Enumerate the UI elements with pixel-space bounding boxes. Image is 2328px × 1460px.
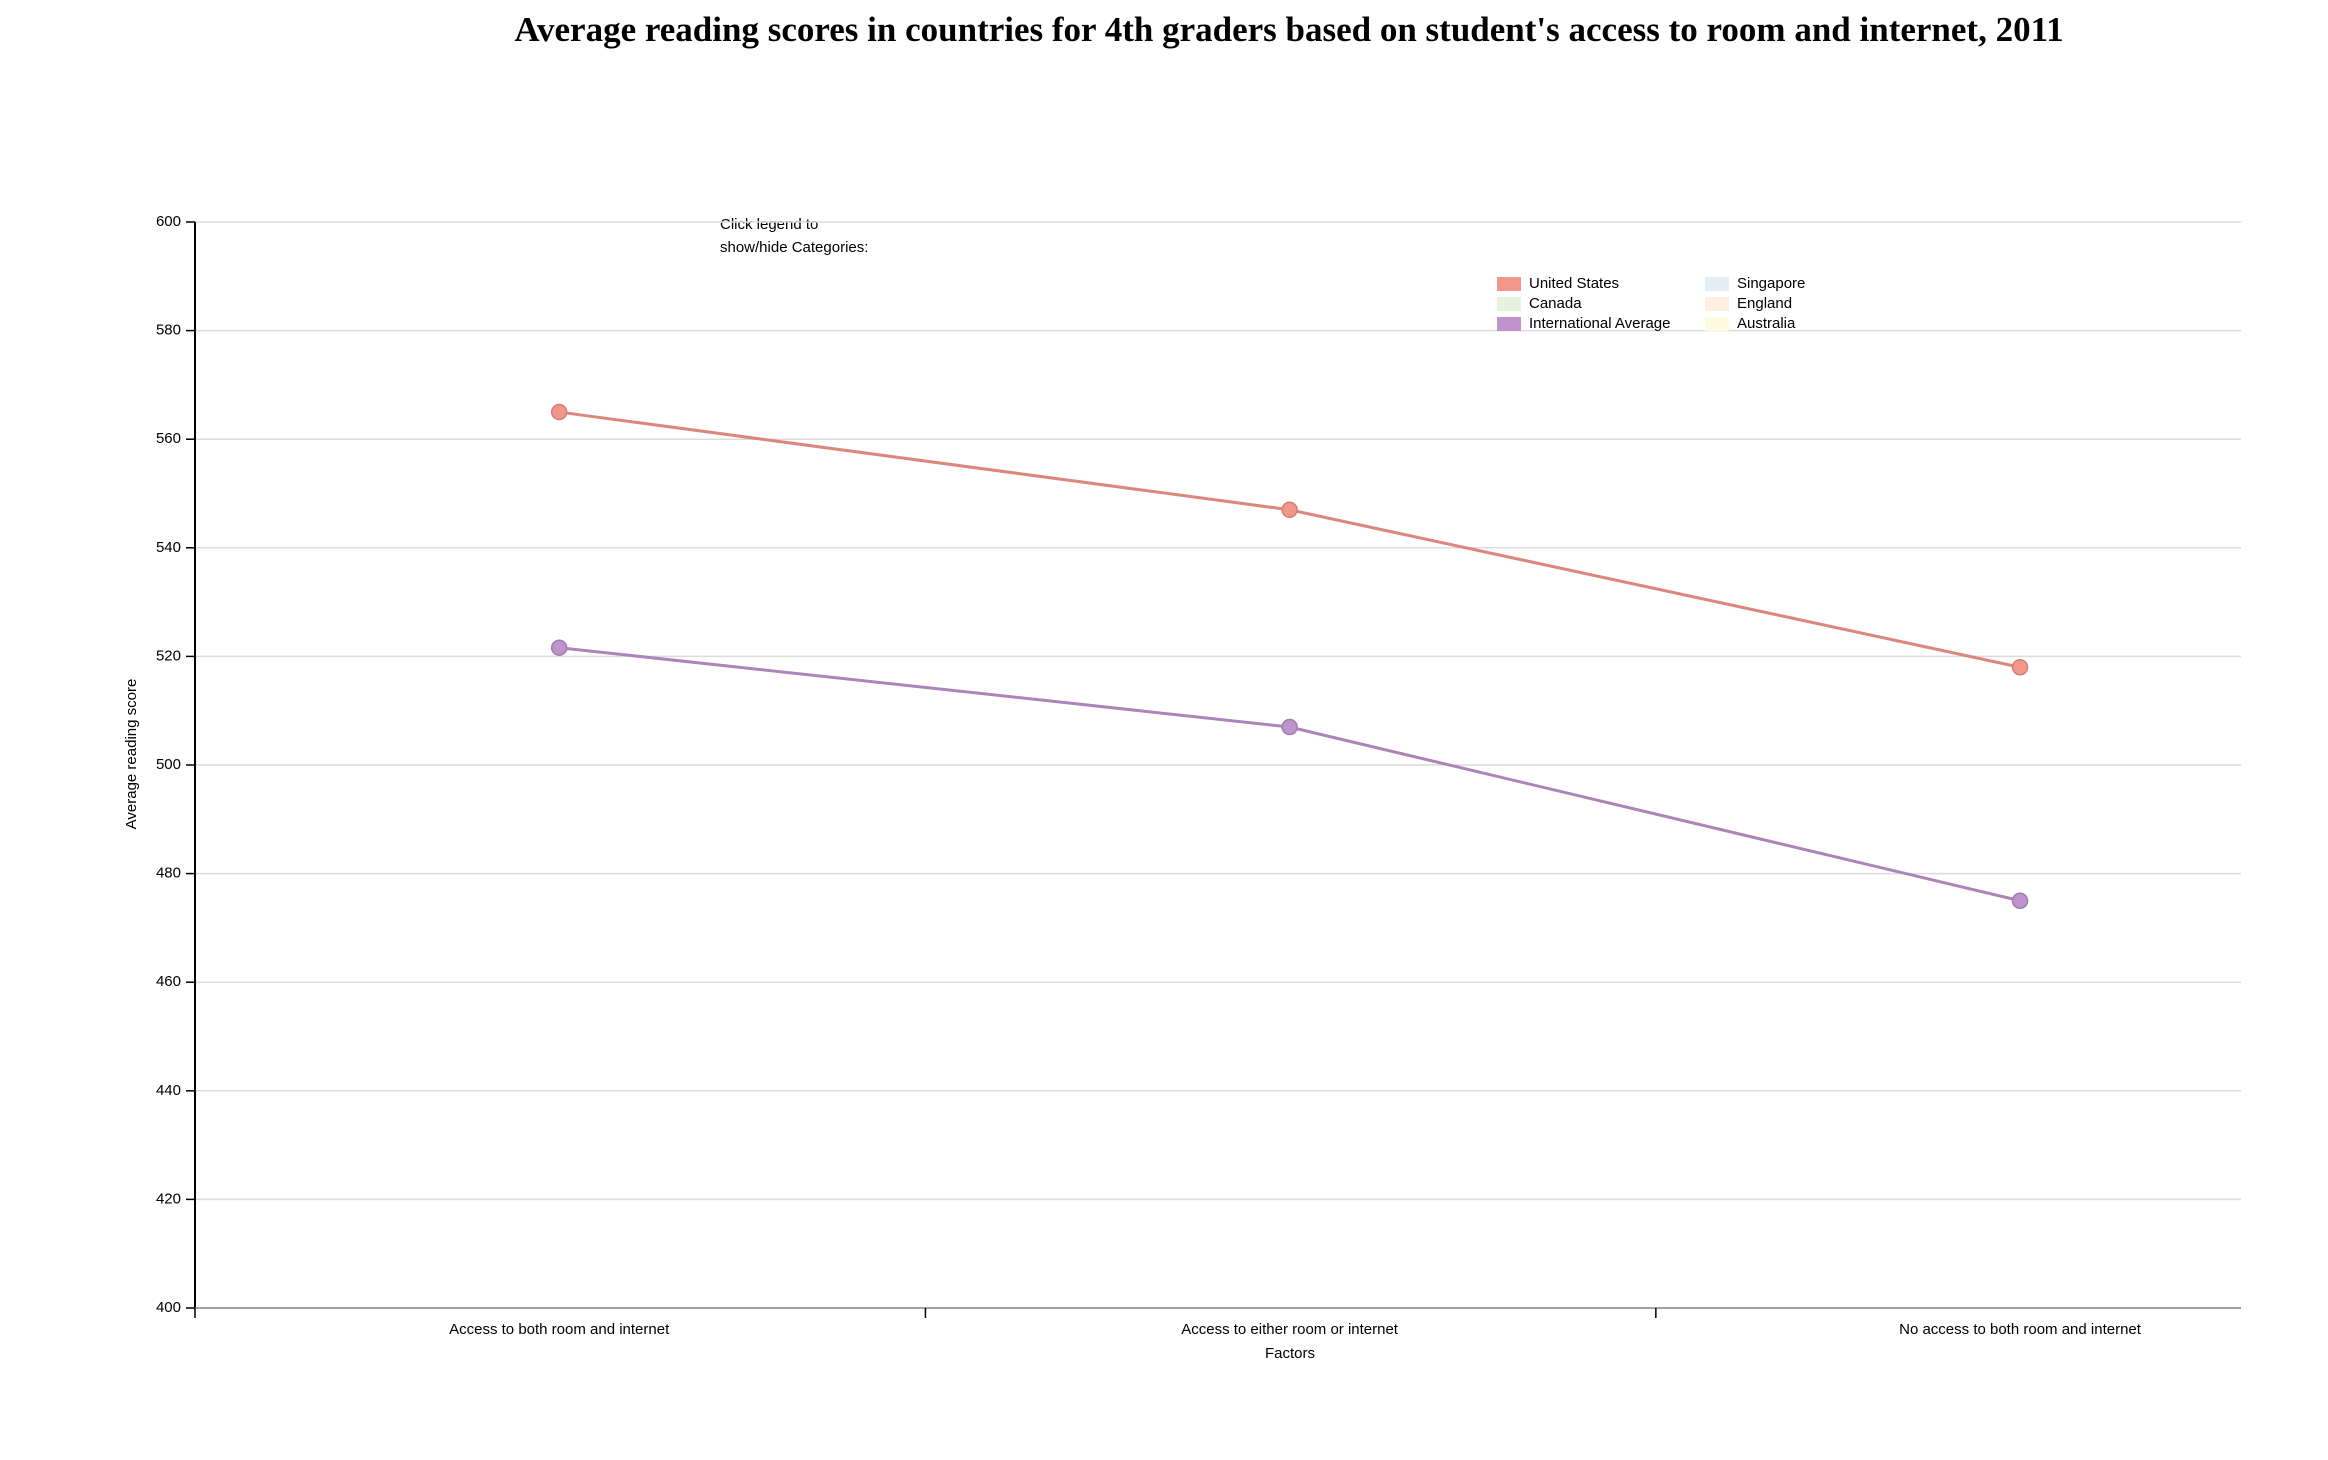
legend-label[interactable]: England bbox=[1737, 295, 1792, 312]
y-tick-label: 480 bbox=[156, 865, 181, 882]
chart-title: Average reading scores in countries for … bbox=[514, 10, 2063, 49]
data-point bbox=[1281, 718, 1298, 736]
y-axis-label: Average reading score bbox=[123, 679, 140, 830]
legend-label[interactable]: Canada bbox=[1529, 295, 1582, 312]
x-tick-label: Access to either room or internet bbox=[1181, 1321, 1399, 1338]
legend-label[interactable]: Singapore bbox=[1737, 275, 1805, 292]
y-tick-label: 400 bbox=[156, 1299, 181, 1316]
y-tick-label: 520 bbox=[156, 647, 181, 664]
legend-swatch[interactable] bbox=[1705, 317, 1729, 331]
y-tick-label: 500 bbox=[156, 756, 181, 773]
y-tick-label: 580 bbox=[156, 322, 181, 339]
legend-hint: Click legend to bbox=[720, 216, 818, 233]
data-point bbox=[550, 403, 568, 421]
data-point bbox=[2011, 892, 2029, 909]
legend-swatch[interactable] bbox=[1497, 277, 1521, 291]
x-tick-label: No access to both room and internet bbox=[1899, 1321, 2142, 1338]
data-point bbox=[550, 639, 568, 656]
y-tick-label: 420 bbox=[156, 1190, 181, 1207]
legend-label[interactable]: Australia bbox=[1737, 315, 1796, 332]
y-tick-label: 600 bbox=[156, 213, 181, 230]
series-line bbox=[558, 410, 2021, 669]
y-tick-label: 460 bbox=[156, 973, 181, 990]
legend-label[interactable]: International Average bbox=[1529, 315, 1671, 332]
series-line bbox=[559, 646, 2021, 903]
legend-swatch[interactable] bbox=[1497, 317, 1521, 331]
legend-hint: show/hide Categories: bbox=[720, 239, 868, 256]
x-tick-label: Access to both room and internet bbox=[449, 1321, 670, 1338]
legend-label[interactable]: United States bbox=[1529, 275, 1619, 292]
data-point bbox=[2011, 659, 2029, 676]
legend-swatch[interactable] bbox=[1705, 297, 1729, 311]
legend-swatch[interactable] bbox=[1705, 277, 1729, 291]
y-tick-label: 540 bbox=[156, 539, 181, 556]
x-axis-label: Factors bbox=[1265, 1345, 1315, 1362]
y-tick-label: 560 bbox=[156, 430, 181, 447]
legend-swatch[interactable] bbox=[1497, 297, 1521, 311]
data-point bbox=[1281, 501, 1298, 519]
y-tick-label: 440 bbox=[156, 1082, 181, 1099]
